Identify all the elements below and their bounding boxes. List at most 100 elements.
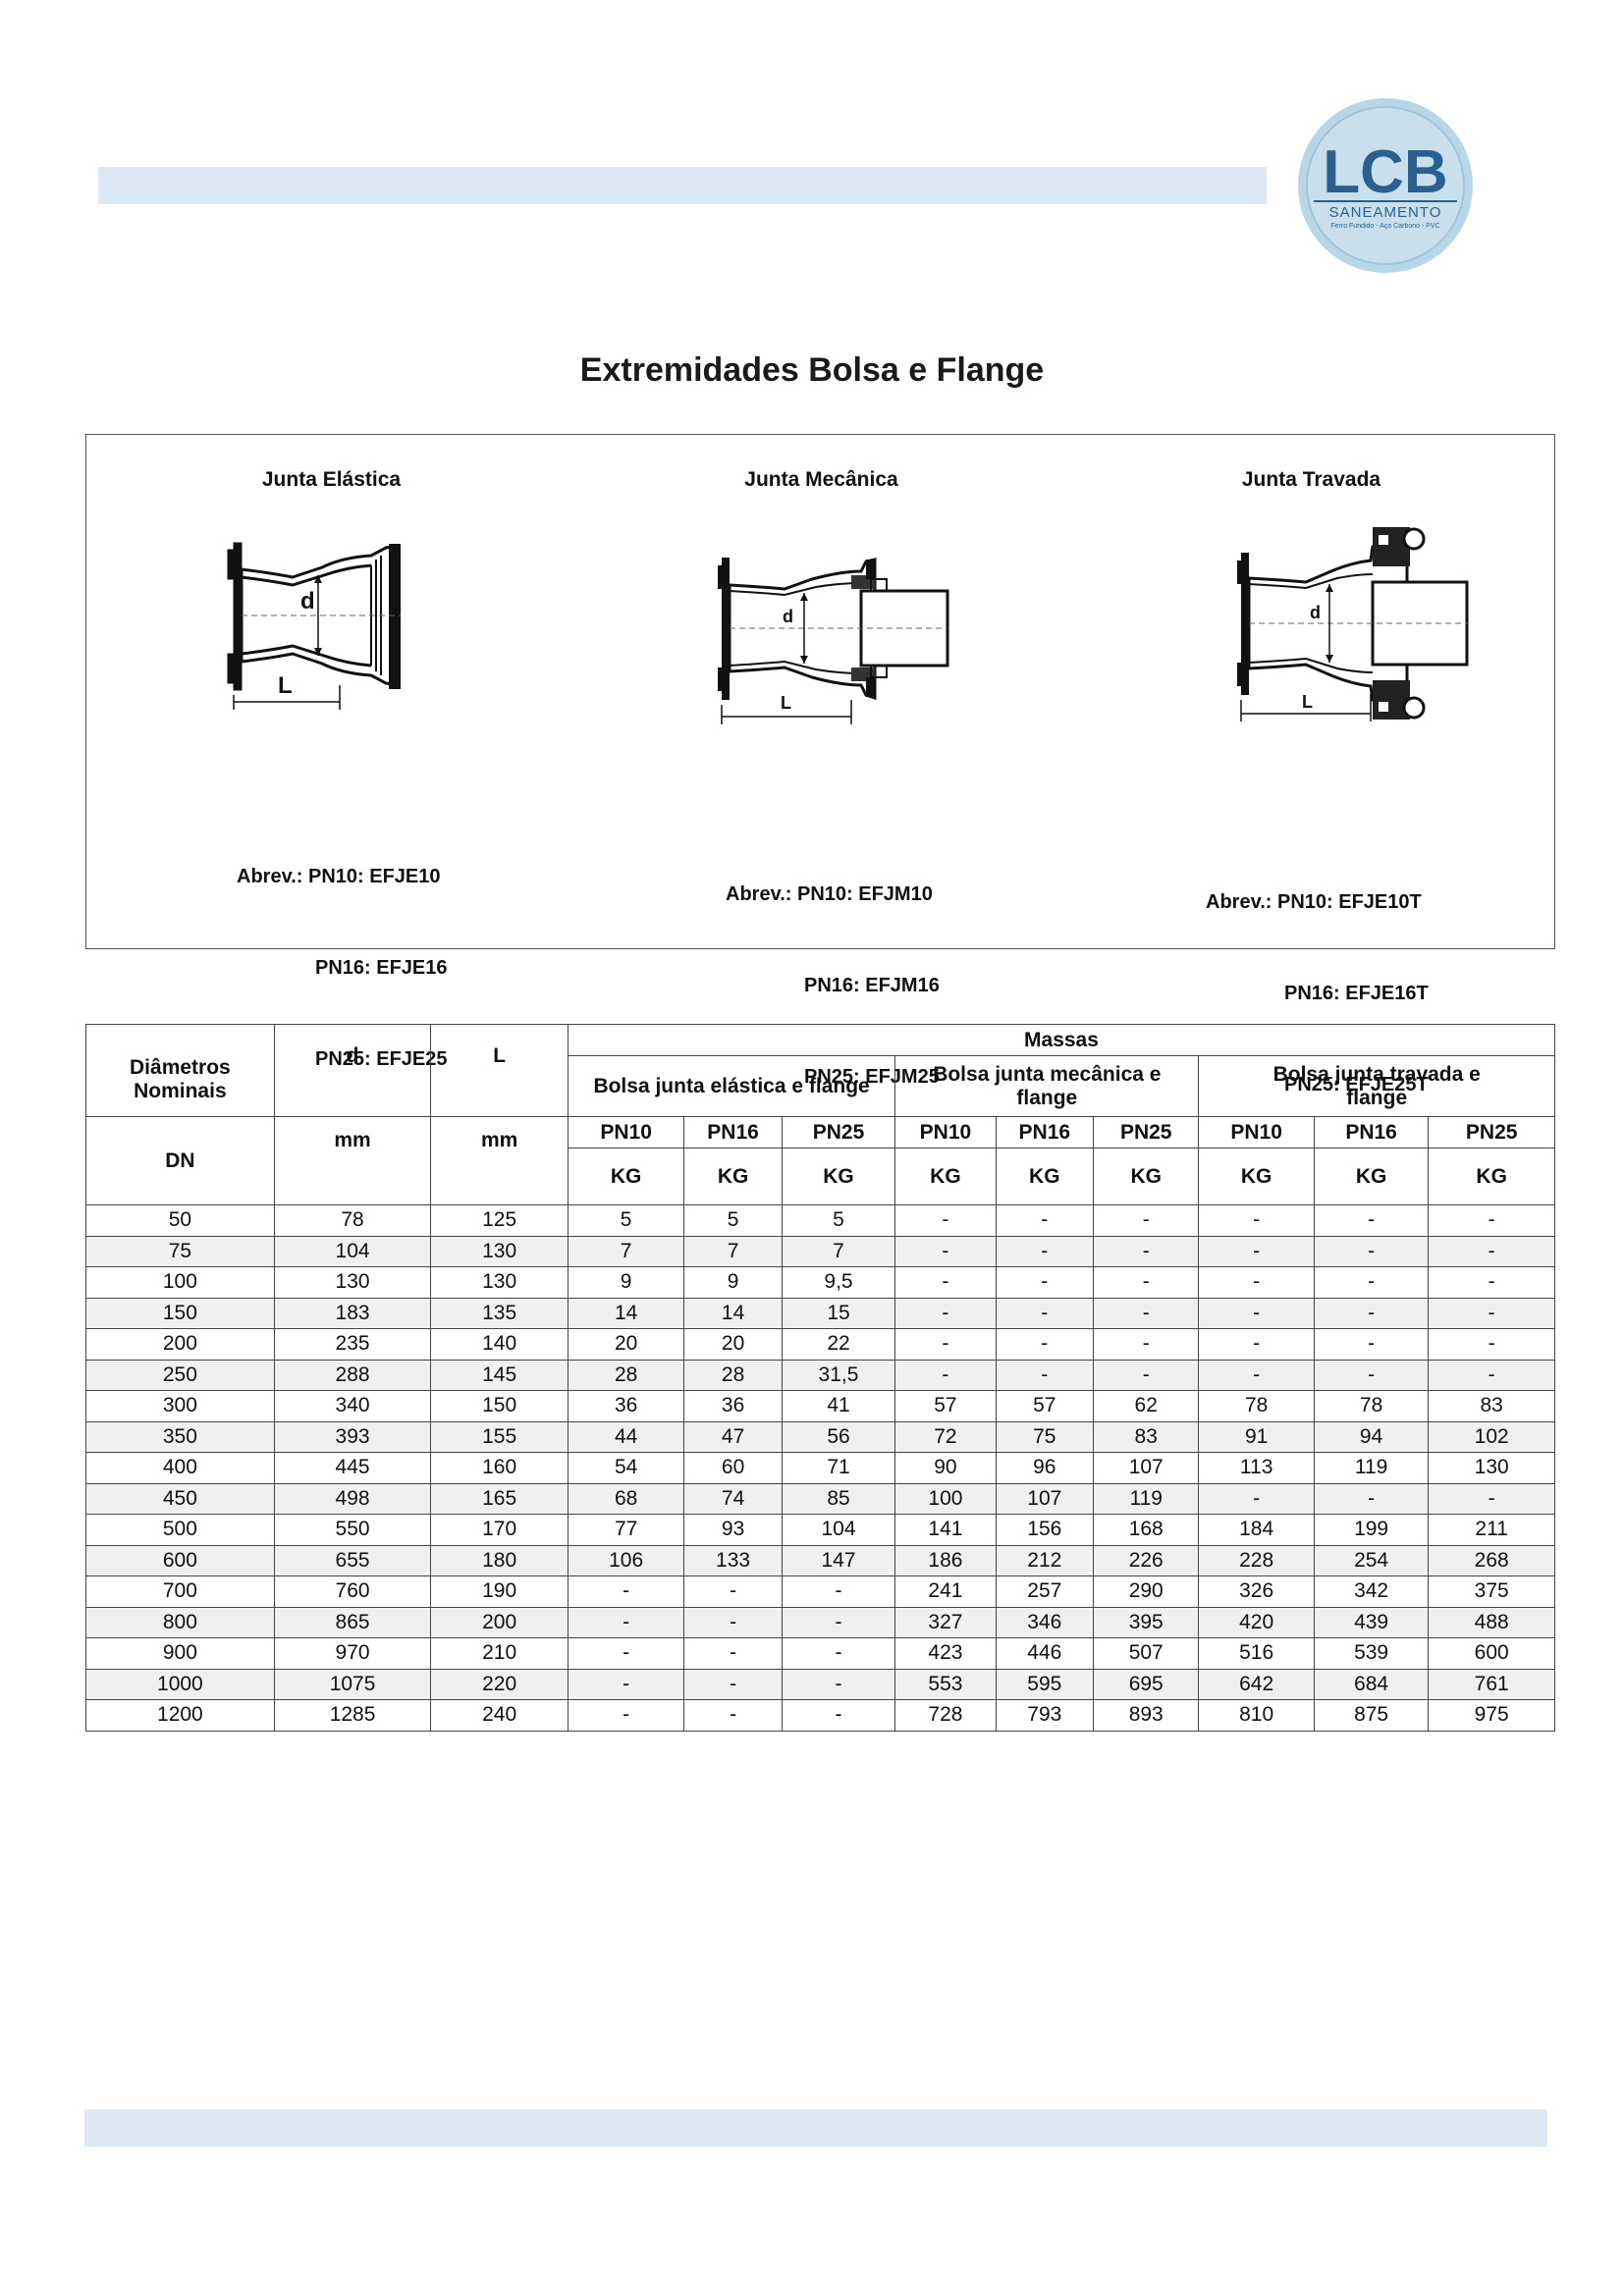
- table-cell: 655: [273, 1544, 432, 1576]
- company-logo: LCB SANEAMENTO Ferro Fundido - Aço Carbo…: [1298, 98, 1473, 273]
- table-cell: 700: [85, 1575, 275, 1608]
- table-cell: 102: [1428, 1420, 1555, 1453]
- elastic-joint-drawing: d L: [227, 542, 401, 710]
- table-cell: 75: [85, 1235, 275, 1267]
- header-pn: PN10: [894, 1116, 997, 1148]
- table-cell: 145: [430, 1359, 568, 1391]
- header-unit: KG: [1428, 1148, 1555, 1205]
- table-cell: 5: [683, 1204, 783, 1237]
- table-cell: 130: [1428, 1452, 1555, 1484]
- table-cell: 760: [273, 1575, 432, 1608]
- table-cell: 761: [1428, 1668, 1555, 1700]
- header-massas: Massas: [567, 1024, 1556, 1056]
- table-cell: 28: [683, 1359, 783, 1391]
- table-cell: 539: [1313, 1637, 1430, 1670]
- table-cell: -: [1313, 1328, 1430, 1361]
- table-cell: 595: [995, 1668, 1095, 1700]
- table-cell: 125: [430, 1204, 568, 1237]
- table-cell: 250: [85, 1359, 275, 1391]
- locked-joint-drawing: d L: [1237, 527, 1469, 721]
- table-cell: 57: [894, 1390, 997, 1422]
- logo-initials: LCB: [1323, 138, 1447, 206]
- table-cell: 74: [683, 1482, 783, 1515]
- table-cell: 100: [85, 1266, 275, 1299]
- table-cell: 130: [430, 1235, 568, 1267]
- header-unit: KG: [894, 1148, 997, 1205]
- table-cell: 71: [781, 1452, 896, 1484]
- table-cell: 810: [1198, 1699, 1315, 1732]
- table-cell: 220: [430, 1668, 568, 1700]
- header-unit: KG: [995, 1148, 1095, 1205]
- header-pn: PN25: [1092, 1116, 1200, 1148]
- table-cell: 7: [567, 1235, 685, 1267]
- table-cell: -: [995, 1328, 1095, 1361]
- table-cell: 500: [85, 1514, 275, 1546]
- table-cell: -: [1198, 1297, 1315, 1329]
- table-cell: -: [894, 1266, 997, 1299]
- table-cell: 56: [781, 1420, 896, 1453]
- table-row: 450 498 165 68 74 85 100 107 119- - -: [85, 1482, 1555, 1515]
- table-cell: 183: [273, 1297, 432, 1329]
- header-group-elastica: Bolsa junta elástica e flange: [567, 1055, 896, 1117]
- table-cell: 235: [273, 1328, 432, 1361]
- table-row: 350 393 155 44 47 56 72 75 83 91 94 102: [85, 1420, 1555, 1453]
- panel-junta-mecanica: Junta Mecânica d L: [576, 435, 1066, 1088]
- table-row: 250 288 145 28 28 31,5- - - - - -: [85, 1359, 1555, 1391]
- table-cell: -: [1313, 1204, 1430, 1237]
- table-cell: 119: [1313, 1452, 1430, 1484]
- abbr-pn16: PN16: EFJE16: [315, 957, 448, 979]
- table-row: 500 550 170 77 93 104 141 156 168 184 199 211: [85, 1514, 1555, 1546]
- table-cell: 104: [781, 1514, 896, 1546]
- table-cell: 240: [430, 1699, 568, 1732]
- table-cell: 15: [781, 1297, 896, 1329]
- header-pn: PN16: [1313, 1116, 1430, 1148]
- panel-junta-elastica: Junta Elástica d L Abrev.: P: [86, 435, 576, 1070]
- table-cell: -: [1092, 1266, 1200, 1299]
- table-row: 1000 1075 220- - -553 595 695 642 684 761: [85, 1668, 1555, 1700]
- table-cell: 96: [995, 1452, 1095, 1484]
- dim-L-label: L: [278, 672, 293, 699]
- table-cell: -: [995, 1297, 1095, 1329]
- joint-figures-box: Junta Elástica d L Abrev.: P: [85, 434, 1555, 1095]
- table-cell: 210: [430, 1637, 568, 1670]
- header-group-mecanica: Bolsa junta mecânica e flange: [894, 1055, 1200, 1117]
- table-cell: 900: [85, 1637, 275, 1670]
- table-cell: 375: [1428, 1575, 1555, 1608]
- table-cell: 346: [995, 1606, 1095, 1638]
- table-cell: -: [995, 1359, 1095, 1391]
- table-cell: -: [1313, 1297, 1430, 1329]
- table-cell: 9,5: [781, 1266, 896, 1299]
- table-cell: 78: [273, 1204, 432, 1237]
- table-cell: -: [1198, 1204, 1315, 1237]
- table-cell: 14: [683, 1297, 783, 1329]
- abbr-pn16: PN16: EFJM16: [804, 975, 940, 996]
- table-cell: 147: [781, 1544, 896, 1576]
- table-row: 100 130 130 9 9 9,5- - - - - -: [85, 1266, 1555, 1299]
- table-cell: 800: [85, 1606, 275, 1638]
- table-cell: -: [781, 1575, 896, 1608]
- abbr-pn16: PN16: EFJE16T: [1284, 983, 1429, 1004]
- table-cell: 684: [1313, 1668, 1430, 1700]
- table-cell: -: [1092, 1297, 1200, 1329]
- table-cell: 20: [567, 1328, 685, 1361]
- table-cell: 200: [430, 1606, 568, 1638]
- table-cell: 77: [567, 1514, 685, 1546]
- footer-band: [84, 2109, 1547, 2147]
- table-cell: 104: [273, 1235, 432, 1267]
- table-cell: 54: [567, 1452, 685, 1484]
- table-cell: 875: [1313, 1699, 1430, 1732]
- table-cell: 36: [683, 1390, 783, 1422]
- header-pn: PN10: [1198, 1116, 1315, 1148]
- table-cell: 90: [894, 1452, 997, 1484]
- header-pn: PN25: [1428, 1116, 1555, 1148]
- table-cell: -: [1092, 1204, 1200, 1237]
- dim-d-label: d: [783, 607, 793, 626]
- table-row: 75 104 130 7 7 7- - - - - -: [85, 1235, 1555, 1267]
- table-cell: -: [567, 1668, 685, 1700]
- table-cell: -: [995, 1266, 1095, 1299]
- table-cell: -: [1198, 1359, 1315, 1391]
- table-cell: 446: [995, 1637, 1095, 1670]
- header-dn-code: DN: [85, 1116, 275, 1205]
- table-cell: 350: [85, 1420, 275, 1453]
- table-cell: 290: [1092, 1575, 1200, 1608]
